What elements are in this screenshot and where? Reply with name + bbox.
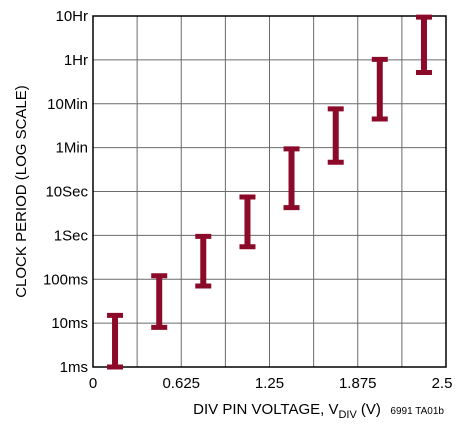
y-tick-label: 10Sec <box>45 184 88 201</box>
figure-id: 6991 TA01b <box>390 406 444 417</box>
x-tick-label: 1.25 <box>255 375 284 392</box>
error-bar <box>371 56 388 122</box>
grid <box>92 15 447 368</box>
y-tick-label: 10Min <box>47 96 88 113</box>
x-tick-labels: 0 0.625 1.25 1.875 2.5 <box>89 375 453 392</box>
plot-frame <box>92 15 447 368</box>
x-axis-label-unit: (V) <box>361 401 381 418</box>
error-bar <box>327 106 344 165</box>
y-tick-label: 1Sec <box>54 227 89 244</box>
x-tick-label: 0 <box>89 375 97 392</box>
y-axis-label: CLOCK PERIOD (LOG SCALE) <box>13 85 30 298</box>
y-tick-label: 10Hr <box>55 8 88 25</box>
y-tick-label: 1Hr <box>64 52 88 69</box>
error-bar <box>107 312 124 370</box>
y-tick-labels: 1ms 10ms 100ms 1Sec 10Sec 1Min 10Min 1Hr 10Hr <box>43 8 89 376</box>
x-axis-label: DIV PIN VOLTAGE, VDIV (V) <box>193 401 381 421</box>
y-tick-label: 1ms <box>60 359 88 376</box>
x-tick-label: 0.625 <box>162 375 200 392</box>
error-bar <box>415 14 432 75</box>
y-tick-label: 10ms <box>51 315 88 332</box>
error-bar <box>195 233 212 289</box>
x-axis-label-main: DIV PIN VOLTAGE, V <box>193 401 338 418</box>
y-tick-label: 100ms <box>43 271 88 288</box>
x-tick-label: 2.5 <box>432 375 453 392</box>
y-tick-label: 1Min <box>55 140 88 157</box>
x-axis-label-subscript: DIV <box>338 409 357 421</box>
error-bar <box>151 273 168 330</box>
error-bar <box>283 146 300 211</box>
error-bar <box>239 194 256 250</box>
x-tick-label: 1.875 <box>339 375 377 392</box>
error-bars <box>107 14 432 370</box>
